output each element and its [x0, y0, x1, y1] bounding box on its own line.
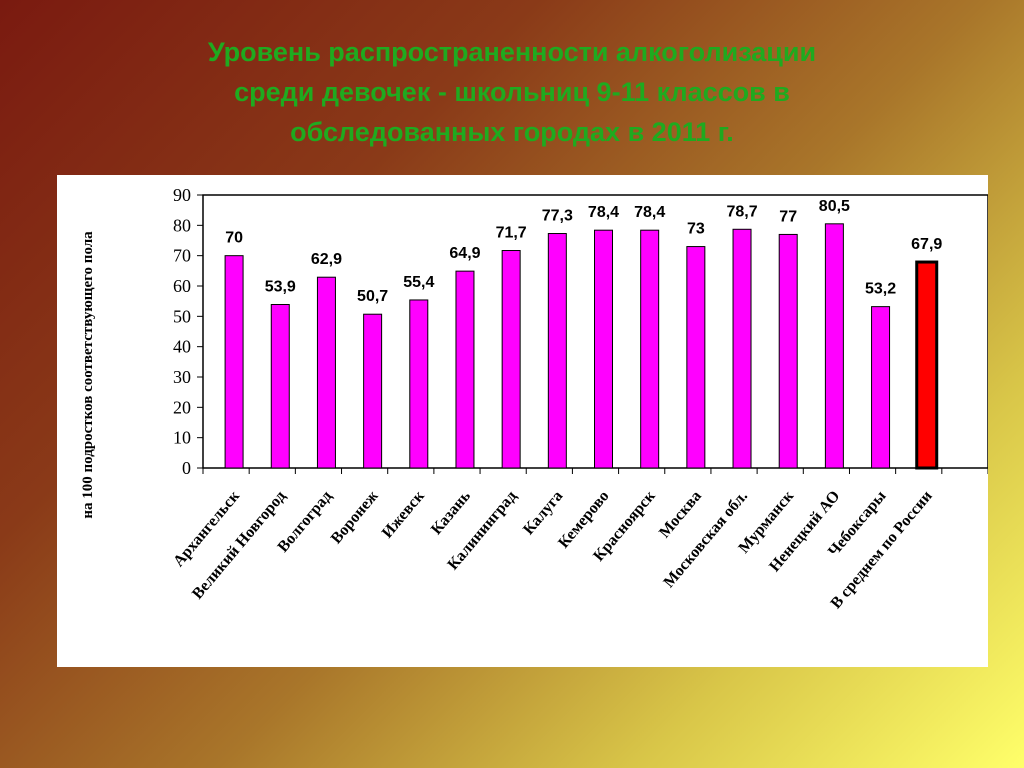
bar [501, 250, 521, 469]
bar [455, 270, 475, 469]
y-tick-label: 90 [173, 185, 191, 205]
bar-value-label: 78,7 [726, 203, 757, 220]
bar-value-label: 53,2 [865, 281, 896, 298]
bar [871, 306, 891, 469]
bar [409, 299, 429, 469]
x-category-label: Казань [428, 487, 474, 538]
bar-value-label: 62,9 [311, 251, 342, 268]
bar-value-label: 78,4 [634, 204, 665, 221]
bar [594, 229, 613, 469]
x-category-label: Московская обл. [660, 488, 751, 591]
bar-chart: на 100 подростков соответствующего пола … [80, 185, 989, 612]
bar-value-label: 64,9 [449, 245, 480, 262]
y-tick-label: 20 [173, 397, 191, 417]
bar [547, 233, 567, 469]
bar-value-label: 77,3 [542, 208, 573, 225]
bar [640, 229, 660, 469]
y-tick-label: 0 [182, 458, 191, 478]
y-tick-label: 10 [173, 428, 191, 448]
bar-value-label: 77 [779, 208, 797, 225]
y-tick-label: 40 [173, 337, 191, 357]
title-line-3: обследованных городах в 2011 г. [290, 117, 734, 147]
y-tick-label: 50 [173, 306, 191, 326]
bar [316, 276, 336, 469]
y-tick-label: 60 [173, 276, 191, 296]
bar-value-label: 55,4 [403, 274, 434, 291]
bar-value-label: 67,9 [911, 236, 942, 253]
y-tick-label: 70 [173, 246, 191, 266]
bar [270, 304, 290, 469]
x-category-label: Москва [656, 488, 705, 542]
bar [778, 233, 798, 469]
bar-value-label: 53,9 [265, 279, 296, 296]
y-tick-label: 80 [173, 215, 191, 235]
bar [363, 313, 383, 469]
chart-panel: на 100 подростков соответствующего пола … [57, 175, 989, 667]
title-line-2: среди девочек - школьниц 9-11 классов в [234, 77, 790, 107]
bar-average [915, 260, 939, 470]
bar [224, 255, 244, 469]
bar-value-label: 80,5 [819, 198, 850, 215]
y-tick-label: 30 [173, 367, 191, 387]
x-category-label: Ижевск [379, 487, 429, 541]
y-axis-label: на 100 подростков соответствующего пола [80, 231, 96, 519]
bar-value-label: 73 [687, 221, 705, 238]
bar [732, 228, 752, 469]
bar [824, 223, 844, 469]
chart-title: Уровень распространенности алкоголизации… [60, 32, 964, 152]
title-line-1: Уровень распространенности алкоголизации [207, 37, 817, 67]
bar [686, 246, 706, 469]
x-category-label: Калуга [520, 488, 566, 539]
x-category-label: Воронеж [328, 487, 382, 547]
bar-value-label: 71,7 [496, 225, 527, 242]
bar-value-label: 78,4 [588, 204, 619, 221]
bar-value-label: 70 [225, 230, 243, 247]
bar-value-label: 50,7 [357, 288, 388, 305]
